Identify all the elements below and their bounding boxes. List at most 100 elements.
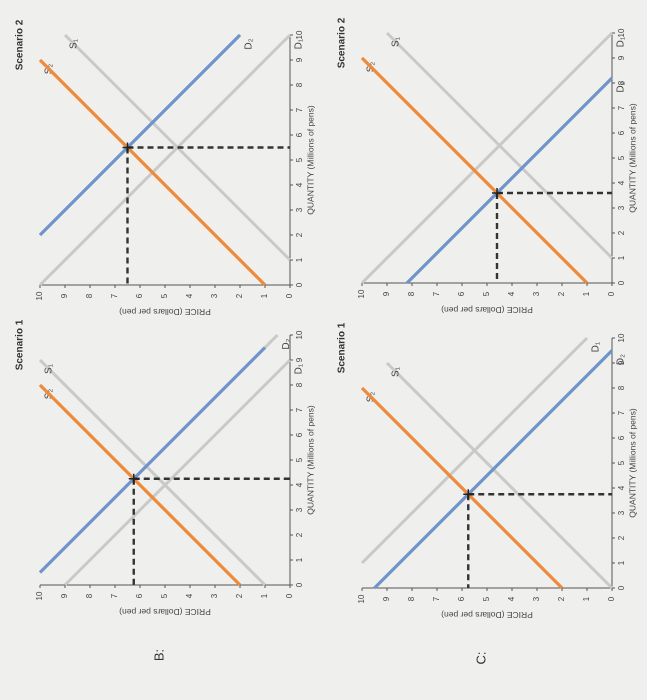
x-axis-label: QUANTITY (Millions of pens): [305, 105, 315, 215]
demand-curve: [38, 33, 242, 237]
curve-label: S₁: [44, 363, 55, 374]
equilibrium-point: [122, 142, 133, 153]
y-tick-label: 5: [160, 293, 169, 298]
x-tick-label: 6: [617, 130, 626, 135]
curve-label: D₁: [294, 363, 305, 374]
y-tick-label: 6: [135, 593, 144, 598]
y-tick-label: 7: [432, 596, 441, 601]
y-tick-label: 4: [507, 291, 516, 296]
curve-label: S₁: [391, 366, 402, 377]
y-tick-label: 9: [60, 593, 69, 598]
chart-title: Scenario 2: [15, 19, 26, 70]
x-tick-label: 9: [295, 57, 304, 62]
equilibrium-point: [463, 489, 474, 500]
curve-label: S₁: [69, 38, 80, 49]
y-tick-label: 1: [582, 291, 591, 296]
x-tick-label: 5: [617, 155, 626, 160]
y-tick-label: 9: [60, 293, 69, 298]
x-tick-label: 1: [295, 557, 304, 562]
curve: [63, 358, 292, 587]
demand-curve: [38, 346, 267, 574]
x-tick-label: 10: [617, 28, 626, 37]
equilibrium-point: [492, 188, 502, 198]
y-tick-label: 7: [110, 593, 119, 598]
x-tick-label: 3: [295, 507, 304, 512]
y-tick-label: 9: [382, 291, 391, 296]
supply-curve: [38, 58, 267, 287]
y-tick-label: 2: [557, 291, 566, 296]
curve-label: D₁: [591, 341, 602, 352]
x-tick-label: 2: [295, 232, 304, 237]
curve: [385, 361, 614, 590]
x-tick-label: 2: [295, 532, 304, 537]
x-tick-label: 4: [295, 482, 304, 487]
y-tick-label: 0: [607, 596, 616, 601]
y-tick-label: 10: [35, 591, 44, 600]
y-axis-label: PRICE (Dollars per pen): [441, 305, 533, 315]
x-tick-label: 9: [295, 357, 304, 362]
curve-label: D₂: [616, 81, 627, 92]
x-tick-label: 4: [617, 180, 626, 185]
y-tick-label: 4: [185, 293, 194, 298]
y-tick-label: 5: [482, 291, 491, 296]
x-tick-label: 6: [295, 432, 304, 437]
curve: [38, 33, 292, 287]
supply-curve: [360, 56, 589, 285]
demand-curve: [373, 349, 614, 590]
y-tick-label: 1: [582, 596, 591, 601]
y-tick-label: 1: [260, 593, 269, 598]
y-tick-label: 2: [235, 593, 244, 598]
y-tick-label: 8: [85, 593, 94, 598]
x-tick-label: 6: [295, 132, 304, 137]
curve-label: D₂: [616, 354, 627, 365]
y-tick-label: 0: [607, 291, 616, 296]
supply-curve: [360, 386, 564, 590]
x-tick-label: 3: [617, 510, 626, 515]
equilibrium-point: [128, 473, 139, 484]
panel-label: B:: [151, 649, 166, 661]
y-tick-label: 4: [507, 596, 516, 601]
y-tick-label: 3: [210, 293, 219, 298]
curve-label: D₂: [244, 38, 255, 49]
x-tick-label: 9: [617, 360, 626, 365]
x-tick-label: 0: [617, 280, 626, 285]
supply-curve: [38, 383, 242, 587]
x-axis-label: QUANTITY (Millions of pens): [627, 408, 637, 518]
y-tick-label: 4: [185, 593, 194, 598]
x-tick-label: 1: [617, 560, 626, 565]
x-tick-label: 7: [617, 105, 626, 110]
x-tick-label: 10: [295, 330, 304, 339]
y-tick-label: 8: [407, 596, 416, 601]
x-tick-label: 1: [295, 257, 304, 262]
x-tick-label: 3: [295, 207, 304, 212]
y-tick-label: 9: [382, 596, 391, 601]
x-tick-label: 2: [617, 230, 626, 235]
x-tick-label: 8: [617, 80, 626, 85]
y-axis-label: PRICE (Dollars per pen): [441, 610, 533, 620]
x-axis-label: QUANTITY (Millions of pens): [627, 103, 637, 213]
curve-label: D₁: [616, 36, 627, 47]
chart-title: Scenario 1: [15, 319, 26, 370]
curve: [360, 336, 589, 565]
demand-curve: [405, 76, 614, 285]
x-tick-label: 0: [295, 582, 304, 587]
y-tick-label: 6: [457, 291, 466, 296]
chart-title: Scenario 1: [337, 322, 348, 373]
y-tick-label: 7: [432, 291, 441, 296]
x-tick-label: 5: [295, 457, 304, 462]
y-tick-label: 5: [160, 593, 169, 598]
y-tick-label: 3: [532, 291, 541, 296]
y-tick-label: 0: [285, 593, 294, 598]
y-tick-label: 2: [235, 293, 244, 298]
y-tick-label: 2: [557, 596, 566, 601]
x-tick-label: 6: [617, 435, 626, 440]
y-tick-label: 3: [210, 593, 219, 598]
chart-title: Scenario 2: [337, 17, 348, 68]
y-tick-label: 6: [135, 293, 144, 298]
y-tick-label: 1: [260, 293, 269, 298]
x-tick-label: 3: [617, 205, 626, 210]
y-tick-label: 8: [85, 293, 94, 298]
curve-label: S₁: [391, 36, 402, 47]
